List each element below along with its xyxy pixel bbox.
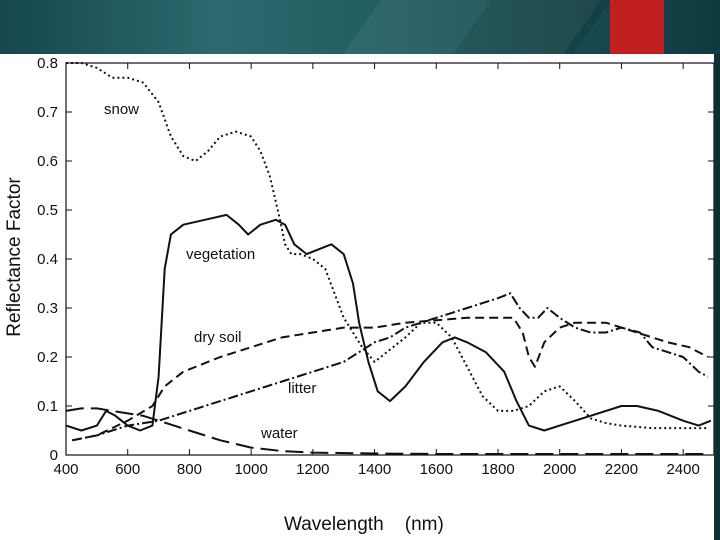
slide-right-edge <box>714 54 720 540</box>
series-label-vegetation: vegetation <box>186 246 255 263</box>
labels-layer: snow vegetation dry soil litter water <box>104 101 316 442</box>
series-layer <box>65 62 712 455</box>
x-tick-label: 600 <box>115 461 140 478</box>
slide-header-bar <box>0 0 720 54</box>
y-tick-label: 0.8 <box>37 55 58 72</box>
y-tick-label: 0.7 <box>37 104 58 121</box>
series-line-dry-soil <box>72 316 709 442</box>
series-line-vegetation <box>65 213 712 432</box>
y-tick-label: 0.5 <box>37 202 58 219</box>
plot-frame <box>65 62 715 456</box>
y-tick-label: 0.6 <box>37 153 58 170</box>
y-tick-label: 0.2 <box>37 349 58 366</box>
y-tick-label: 0 <box>50 447 58 464</box>
series-label-dry-soil: dry soil <box>194 329 242 346</box>
x-tick-label: 2000 <box>543 461 576 478</box>
y-tick-label: 0.1 <box>37 398 58 415</box>
series-label-litter: litter <box>288 380 316 397</box>
y-axis-title: Reflectance Factor <box>4 177 25 337</box>
x-tick-label: 1800 <box>481 461 514 478</box>
y-tick-label: 0.3 <box>37 300 58 317</box>
x-tick-label: 1400 <box>358 461 391 478</box>
series-line-snow <box>66 62 708 430</box>
x-tick-label: 1200 <box>296 461 329 478</box>
x-tick-label: 800 <box>177 461 202 478</box>
x-tick-label: 2400 <box>666 461 699 478</box>
x-tick-label: 1000 <box>234 461 267 478</box>
header-accent-block <box>610 0 664 54</box>
x-tick-label: 400 <box>53 461 78 478</box>
series-label-water: water <box>260 425 298 442</box>
plot-frame-layer <box>65 62 715 456</box>
series-label-snow: snow <box>104 101 139 118</box>
series-line-water <box>65 407 708 455</box>
x-tick-label: 1600 <box>420 461 453 478</box>
x-axis-title: Wavelength (nm) <box>284 514 444 535</box>
y-tick-label: 0.4 <box>37 251 58 268</box>
series-line-litter <box>72 292 709 442</box>
x-tick-label: 2200 <box>605 461 638 478</box>
ticks-layer: 400 600 800 1000 1200 1400 1600 1800 2000 2200 240… <box>37 55 714 478</box>
